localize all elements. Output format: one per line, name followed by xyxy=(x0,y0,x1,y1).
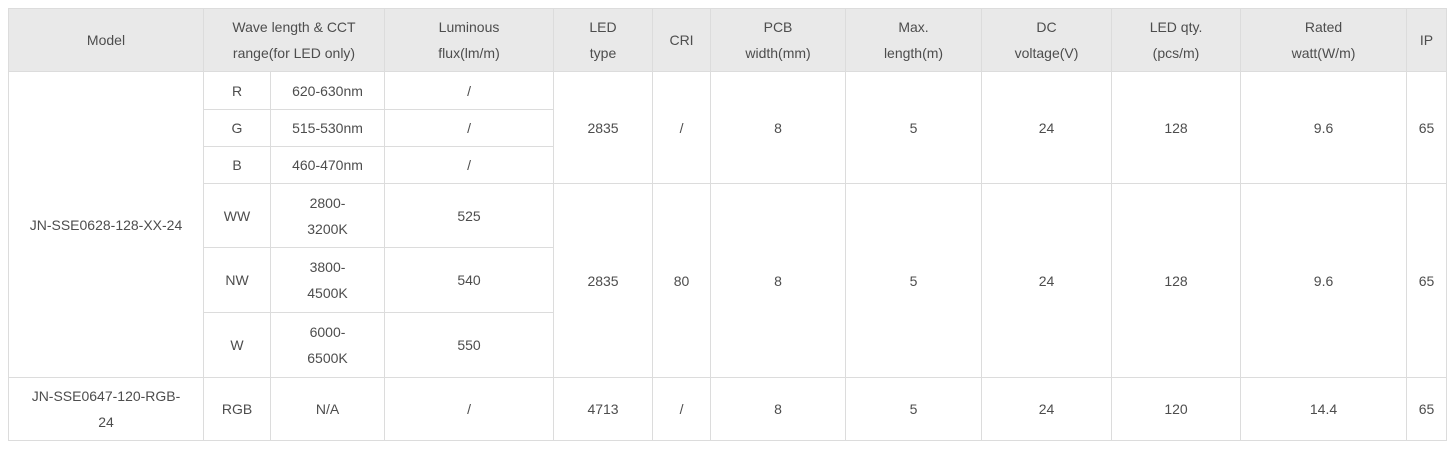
cell-luminous-flux: 540 xyxy=(384,247,555,313)
cell-variant-type: NW xyxy=(203,247,271,313)
header-max-length: Max. length(m) xyxy=(845,8,983,72)
cell-led-qty: 120 xyxy=(1111,377,1242,441)
cell-led-type: 4713 xyxy=(553,377,654,441)
cell-pcb-width: 8 xyxy=(710,183,847,378)
cell-variant-range: 2800- 3200K xyxy=(269,183,386,248)
table-row-w: W 6000- 6500K 550 xyxy=(9,312,1447,378)
cell-variant-type: RGB xyxy=(203,377,271,441)
cell-ip: 65 xyxy=(1406,183,1448,378)
cell-variant-type: WW xyxy=(203,183,271,248)
cell-rated-watt: 9.6 xyxy=(1240,71,1408,184)
cell-cri: / xyxy=(652,71,712,184)
cell-led-qty: 128 xyxy=(1111,183,1242,378)
header-pcb-width: PCB width(mm) xyxy=(710,8,847,72)
cell-pcb-width: 8 xyxy=(710,377,847,441)
header-led-type: LED type xyxy=(553,8,654,72)
cell-variant-range: N/A xyxy=(269,377,386,441)
header-rated-watt: Rated watt(W/m) xyxy=(1240,8,1408,72)
cell-ip: 65 xyxy=(1406,71,1448,184)
cell-luminous-flux: 550 xyxy=(384,312,555,378)
cell-variant-range: 620-630nm xyxy=(269,71,386,110)
table-row-ww: WW 2800- 3200K 525 2835 80 8 5 24 128 9.… xyxy=(9,183,1448,378)
cell-variant-range: 515-530nm xyxy=(269,109,386,147)
cell-luminous-flux: / xyxy=(384,109,555,147)
header-cri: CRI xyxy=(652,8,712,72)
cell-variant-range: 6000- 6500K xyxy=(269,312,386,378)
header-dc-voltage: DC voltage(V) xyxy=(981,8,1113,72)
table-row-rgb: JN-SSE0647-120-RGB- 24 RGB N/A / 4713 / … xyxy=(8,377,1448,441)
cell-luminous-flux: 525 xyxy=(384,183,555,248)
cell-variant-type: R xyxy=(203,71,271,110)
cell-variant-type: B xyxy=(203,146,271,184)
cell-variant-range: 460-470nm xyxy=(269,146,386,184)
cell-max-length: 5 xyxy=(845,183,983,378)
cell-dc-voltage: 24 xyxy=(981,377,1113,441)
cell-luminous-flux: / xyxy=(384,71,555,110)
cell-model: JN-SSE0628-128-XX-24 xyxy=(8,71,204,378)
cell-variant-range: 3800- 4500K xyxy=(269,247,386,313)
cell-cri: 80 xyxy=(652,183,712,378)
header-ip: IP xyxy=(1406,8,1448,72)
table-row-g: G 515-530nm / xyxy=(9,109,1447,147)
header-row: Model Wave length & CCT range(for LED on… xyxy=(8,8,1448,72)
cell-max-length: 5 xyxy=(845,377,983,441)
cell-model: JN-SSE0647-120-RGB- 24 xyxy=(8,377,204,441)
cell-dc-voltage: 24 xyxy=(981,183,1113,378)
cell-ip: 65 xyxy=(1406,377,1448,441)
cell-luminous-flux: / xyxy=(384,146,555,184)
cell-max-length: 5 xyxy=(845,71,983,184)
cell-pcb-width: 8 xyxy=(710,71,847,184)
cell-rated-watt: 9.6 xyxy=(1240,183,1408,378)
cell-dc-voltage: 24 xyxy=(981,71,1113,184)
led-spec-table: Model Wave length & CCT range(for LED on… xyxy=(8,8,1448,441)
table-row-nw: NW 3800- 4500K 540 xyxy=(9,247,1447,313)
table-row-r: JN-SSE0628-128-XX-24 R 620-630nm / 2835 … xyxy=(8,71,1448,378)
header-led-qty: LED qty. (pcs/m) xyxy=(1111,8,1242,72)
cell-led-type: 2835 xyxy=(553,183,654,378)
cell-led-type: 2835 xyxy=(553,71,654,184)
cell-luminous-flux: / xyxy=(384,377,555,441)
cell-variant-type: G xyxy=(203,109,271,147)
header-wavelength-cct: Wave length & CCT range(for LED only) xyxy=(202,8,386,72)
cell-rated-watt: 14.4 xyxy=(1240,377,1408,441)
header-luminous-flux: Luminous flux(lm/m) xyxy=(384,8,555,72)
cell-led-qty: 128 xyxy=(1111,71,1242,184)
header-model: Model xyxy=(8,8,204,72)
cell-cri: / xyxy=(652,377,712,441)
cell-variant-type: W xyxy=(203,312,271,378)
